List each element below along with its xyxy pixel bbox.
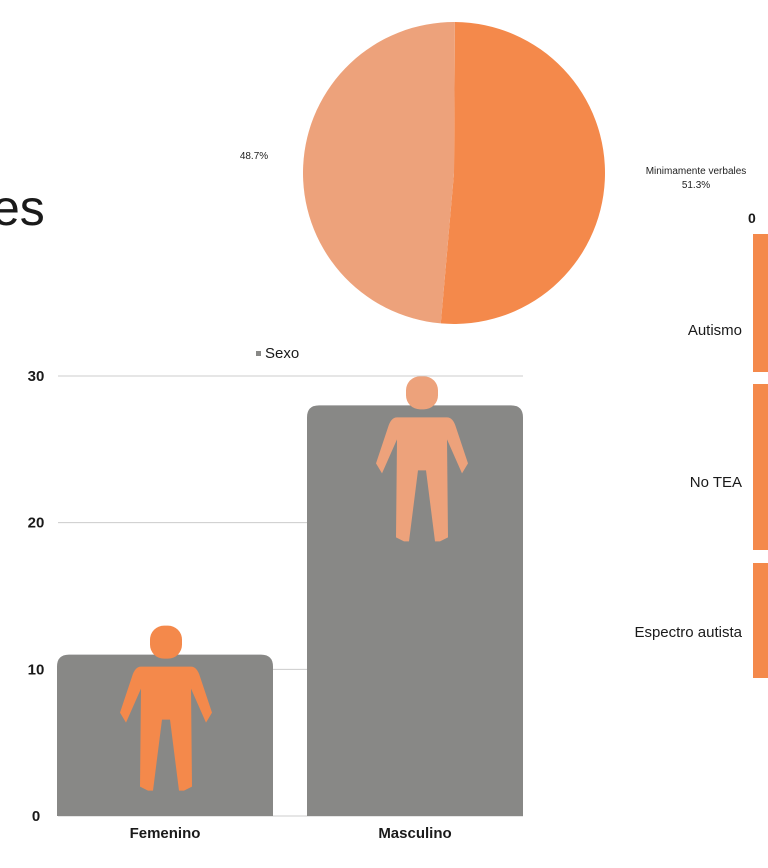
hbar-axis-tick-0: 0	[748, 210, 756, 226]
sexo-bars	[57, 405, 523, 816]
sexo-bar-chart: 0 10 20 30 Femenino Masculino Sexo	[28, 345, 523, 842]
pie-label-minimamente-value: 51.3%	[681, 180, 711, 191]
hbar-label-espectro-autista: Espectro autista	[634, 624, 742, 641]
hbar-label-no-tea: No TEA	[689, 474, 742, 491]
pie-slice-verbales	[302, 22, 455, 324]
pie-label-minimamente-name: Minimamente verbales	[645, 166, 747, 177]
hbar-espectro-autista	[753, 563, 768, 678]
sexo-x-tick-labels: Femenino Masculino	[130, 825, 452, 842]
hbar-chart	[753, 234, 768, 678]
sexo-person-icons	[120, 376, 468, 791]
page-heading-fragment: es	[0, 180, 45, 236]
y-tick-label: 10	[28, 661, 45, 678]
hbar-label-autismo: Autismo	[687, 322, 742, 339]
bar-femenino	[57, 654, 273, 816]
person-icon	[120, 625, 212, 791]
y-tick-label: 20	[28, 515, 45, 532]
y-tick-label: 0	[32, 808, 40, 825]
pie-label-minimamente-verbales: Minimamente verbales 51.3%	[624, 165, 768, 193]
hbar-no-tea	[753, 384, 768, 550]
pie-slice-minimamente-verbales	[440, 22, 605, 324]
pie-chart	[302, 22, 605, 324]
bar-masculino	[307, 405, 523, 816]
x-tick-label: Femenino	[130, 825, 201, 842]
sexo-y-tick-labels: 0 10 20 30	[28, 368, 45, 825]
hbar-autismo	[753, 234, 768, 372]
person-icon	[376, 376, 468, 542]
y-tick-label: 30	[28, 368, 45, 385]
pie-label-verbales: 48.7%	[214, 150, 294, 164]
legend-swatch-sexo	[256, 351, 261, 356]
pie-label-verbales-value: 48.7%	[239, 151, 269, 162]
x-tick-label: Masculino	[378, 825, 451, 842]
legend-label-sexo: Sexo	[265, 345, 299, 362]
